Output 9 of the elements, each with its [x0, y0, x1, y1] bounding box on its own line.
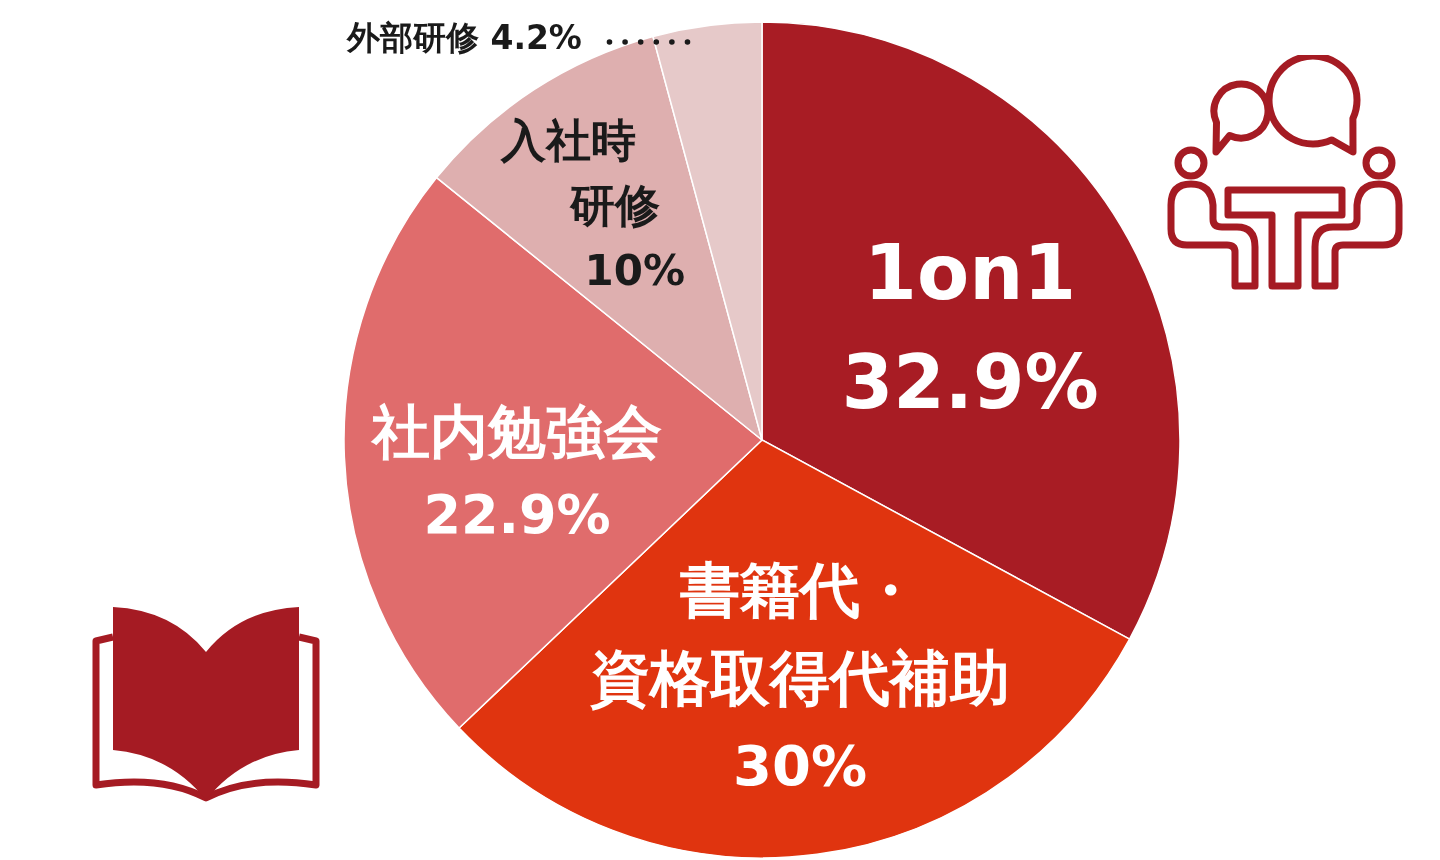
slice-label: 社内勉強会 [370, 397, 663, 466]
slice-label: 外部研修 4.2% [345, 18, 582, 58]
slice-label: 入社時研修 [500, 113, 661, 232]
data-label: 30% [733, 733, 868, 799]
slice-label: 1on1 [864, 227, 1077, 317]
data-label: 10% [584, 245, 686, 295]
data-label: 32.9% [841, 339, 1099, 426]
data-label: 22.9% [423, 483, 611, 547]
slice-label: 書籍代・資格取得代補助 [590, 554, 1011, 713]
